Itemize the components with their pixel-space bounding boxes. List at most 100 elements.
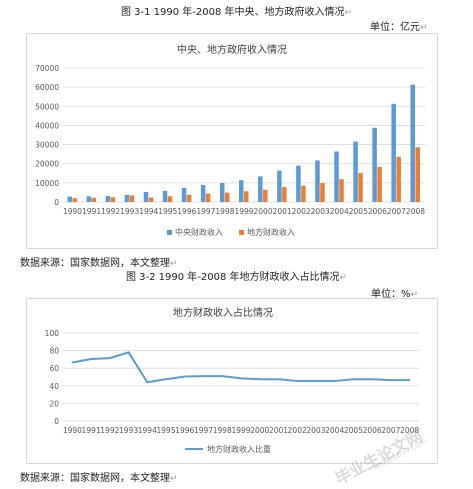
bar-central: [353, 141, 358, 202]
paragraph-mark: ↵: [339, 273, 348, 283]
figure-1-unit: 单位：亿元↵: [370, 18, 428, 33]
chart-2-container: 地方财政收入占比情况 0 20 40 60 80 100 1990 1991 1992 1993 19…: [26, 298, 438, 464]
figure-1-unit-text: 单位：亿元: [370, 22, 420, 33]
x-tick-label: 1997: [196, 207, 215, 216]
x-tick-label: 1990: [63, 207, 82, 216]
data-point: [146, 381, 149, 384]
figure-1-caption-text: 图 3-1 1990 年-2008 年中央、地方政府收入情况: [120, 7, 345, 18]
bar-central: [105, 195, 111, 202]
bar-central: [372, 127, 377, 202]
bar-local: [129, 195, 135, 202]
paragraph-mark: ↵: [170, 259, 178, 269]
legend-label-local-share: 地方财政收入比重: [207, 444, 271, 454]
x-tick-label: 2002: [292, 207, 311, 216]
bar-central: [391, 103, 396, 202]
paragraph-mark: ↵: [344, 8, 353, 18]
data-point: [109, 357, 111, 359]
y-tick-label: 60000: [35, 83, 59, 92]
y-tick-label: 100: [45, 329, 60, 338]
data-point: [202, 375, 205, 377]
figure-2-unit-text: 单位：%: [371, 289, 411, 300]
bar-local: [396, 156, 401, 202]
bar-central: [162, 190, 168, 202]
chart-2-title: 地方财政收入占比情况: [173, 306, 273, 319]
data-point: [371, 378, 373, 380]
x-tick-label: 2004: [325, 426, 344, 435]
data-point: [296, 380, 299, 382]
x-tick-label: 2002: [288, 426, 307, 435]
x-tick-label: 1994: [139, 207, 158, 216]
x-tick-label: 2000: [254, 207, 273, 216]
x-tick-label: 1991: [82, 426, 101, 435]
y-tick-label: 30000: [35, 141, 59, 150]
bar-central: [67, 196, 73, 202]
bar-central: [143, 191, 149, 202]
bar-local: [339, 179, 344, 202]
data-point: [165, 378, 167, 380]
x-tick-label: 2008: [400, 426, 419, 435]
bar-central: [296, 165, 301, 202]
x-tick-label: 1992: [101, 207, 120, 216]
bar-local: [91, 197, 97, 202]
bar-local: [167, 196, 173, 202]
bar-central: [334, 151, 339, 202]
data-point: [315, 380, 317, 382]
x-tick-label: 2001: [273, 207, 292, 216]
data-point: [183, 375, 186, 378]
data-point: [352, 378, 355, 380]
x-tick-label: 1995: [157, 426, 176, 435]
x-tick-label: 1995: [158, 207, 177, 216]
bar-central: [315, 160, 320, 202]
source-note-2: 数据来源：国家数据网，本文整理↵: [20, 469, 178, 484]
data-point: [221, 375, 224, 377]
bar-local: [224, 192, 230, 202]
bar-local: [320, 183, 325, 202]
source-note-2-text: 数据来源：国家数据网，本文整理: [20, 473, 170, 484]
bar-central: [239, 180, 244, 202]
bar-central: [277, 170, 282, 202]
bar-local: [205, 193, 211, 202]
bar-central: [219, 183, 225, 202]
x-tick-label: 1998: [215, 207, 234, 216]
x-tick-label: 1998: [213, 426, 232, 435]
y-tick-label: 0: [54, 417, 59, 426]
y-tick-label: 70000: [35, 64, 59, 73]
y-tick-label: 0: [54, 198, 59, 207]
x-tick-label: 1993: [120, 207, 139, 216]
x-tick-label: 2004: [330, 207, 349, 216]
data-point: [408, 379, 411, 381]
data-point: [71, 361, 74, 364]
chart-1-container: 中央、地方政府收入情况 0 10000 20000 30000 40000 50000 600…: [26, 33, 438, 249]
x-tick-label: 2005: [349, 207, 368, 216]
y-tick-label: 10000: [35, 179, 59, 188]
bar-central: [200, 184, 206, 202]
y-tick-label: 50000: [35, 102, 59, 111]
legend-label-central: 中央财政收入: [175, 227, 223, 237]
figure-2-unit: 单位：%↵: [371, 285, 418, 300]
x-tick-label: 1992: [100, 426, 119, 435]
figure-2-caption-text: 图 3-2 1990 年-2008 年地方财政收入占比情况: [125, 272, 340, 283]
bar-local: [72, 198, 78, 202]
paragraph-mark: ↵: [410, 290, 419, 300]
x-tick-label: 2007: [381, 426, 400, 435]
x-tick-label: 2008: [406, 207, 425, 216]
data-point: [390, 379, 392, 381]
data-point: [240, 377, 242, 380]
bar-central: [124, 194, 130, 202]
data-point: [333, 380, 336, 382]
x-tick-label: 2006: [363, 426, 382, 435]
x-tick-label: 1996: [177, 207, 196, 216]
chart-1-title: 中央、地方政府收入情况: [177, 43, 287, 56]
data-point: [90, 358, 92, 360]
data-point: [127, 351, 130, 354]
y-tick-label: 20: [49, 399, 59, 408]
bar-central: [181, 187, 187, 202]
x-tick-label: 2000: [250, 426, 269, 435]
x-tick-label: 1994: [138, 426, 157, 435]
source-note-1-text: 数据来源：国家数据网，本文整理: [20, 258, 170, 269]
paragraph-mark: ↵: [170, 474, 178, 484]
x-tick-label: 2007: [387, 207, 406, 216]
bar-central: [258, 176, 263, 202]
y-tick-label: 40000: [35, 121, 59, 130]
